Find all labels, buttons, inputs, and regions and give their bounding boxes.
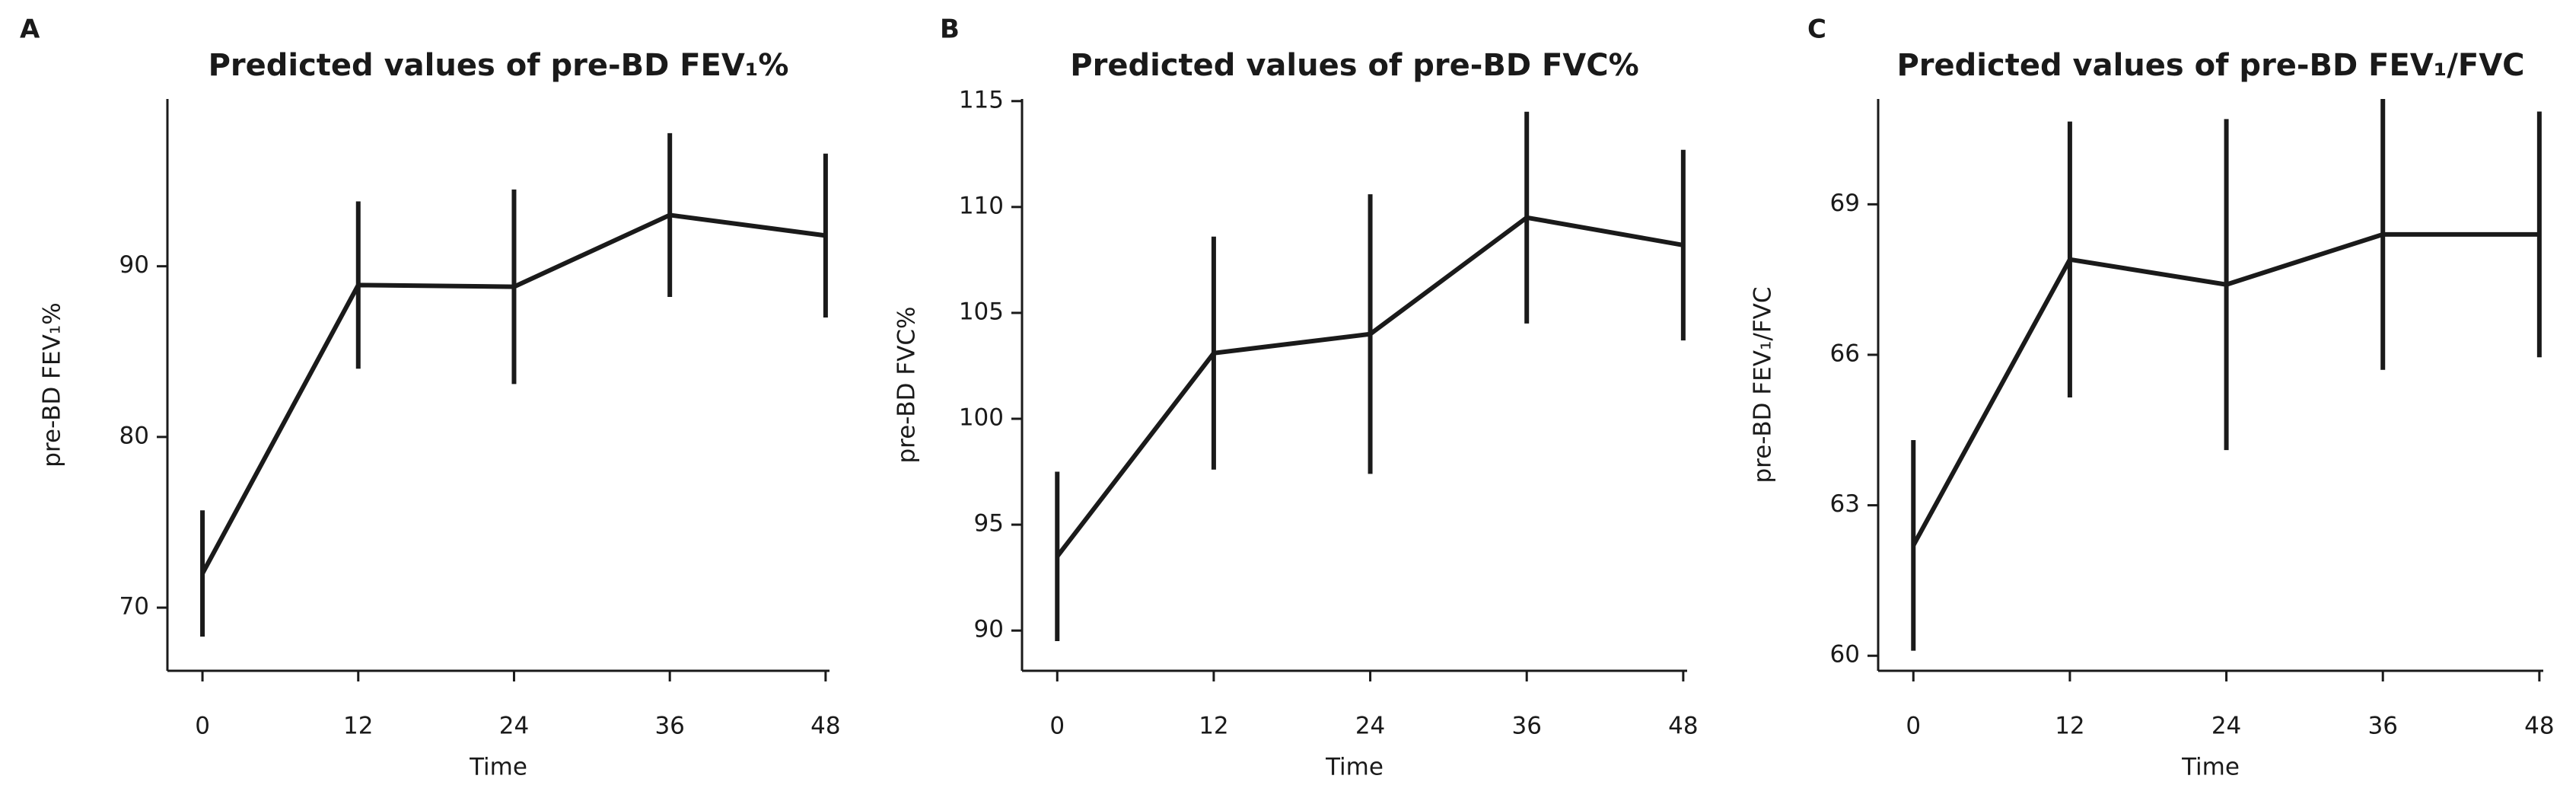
y-tick-label: 90	[974, 616, 1004, 643]
y-tick-label: 70	[119, 593, 149, 621]
x-axis-label: Time	[469, 754, 527, 781]
y-tick-label: 95	[974, 510, 1004, 538]
panel-label: C	[1807, 14, 1826, 45]
chart-title: Predicted values of pre-BD FVC%	[1070, 48, 1638, 83]
x-tick-label: 0	[1049, 713, 1065, 740]
panel-label: B	[940, 14, 960, 45]
y-tick-label: 110	[959, 192, 1004, 219]
x-tick-label: 24	[499, 713, 529, 740]
y-tick-label: 115	[959, 86, 1004, 113]
y-tick-label: 100	[959, 404, 1004, 432]
data-line	[200, 212, 826, 575]
panel-label: A	[20, 14, 40, 45]
y-axis-label: pre-BD FEV₁/FVC	[1750, 286, 1777, 483]
chart-title: Predicted values of pre-BD FEV₁%	[209, 48, 789, 83]
x-tick-label: 12	[343, 713, 373, 740]
x-tick-label: 12	[2055, 713, 2084, 740]
x-tick-label: 0	[195, 713, 210, 740]
y-axis-label: pre-BD FEV₁%	[39, 302, 66, 467]
x-tick-label: 36	[654, 713, 684, 740]
y-tick-label: 66	[1830, 340, 1860, 367]
y-tick-label: 80	[119, 422, 149, 449]
x-axis-label: Time	[2181, 754, 2240, 781]
x-axis-label: Time	[1325, 754, 1384, 781]
x-tick-label: 36	[1511, 713, 1541, 740]
y-axis-label: pre-BD FVC%	[893, 306, 921, 463]
x-tick-label: 24	[1355, 713, 1385, 740]
x-tick-label: 12	[1199, 713, 1228, 740]
y-tick-label: 69	[1830, 190, 1860, 217]
y-tick-label: 90	[119, 251, 149, 279]
x-tick-label: 24	[2211, 713, 2241, 740]
y-tick-label: 105	[959, 298, 1004, 325]
x-tick-label: 48	[2524, 713, 2554, 740]
x-tick-label: 36	[2367, 713, 2397, 740]
x-tick-label: 48	[1668, 713, 1698, 740]
x-tick-label: 0	[1906, 713, 1921, 740]
chart-title: Predicted values of pre-BD FEV₁/FVC	[1896, 48, 2524, 83]
y-tick-label: 60	[1830, 641, 1860, 669]
data-line	[1911, 231, 2539, 547]
data-line	[1055, 215, 1684, 558]
y-tick-label: 63	[1830, 490, 1860, 518]
x-tick-label: 48	[810, 713, 840, 740]
